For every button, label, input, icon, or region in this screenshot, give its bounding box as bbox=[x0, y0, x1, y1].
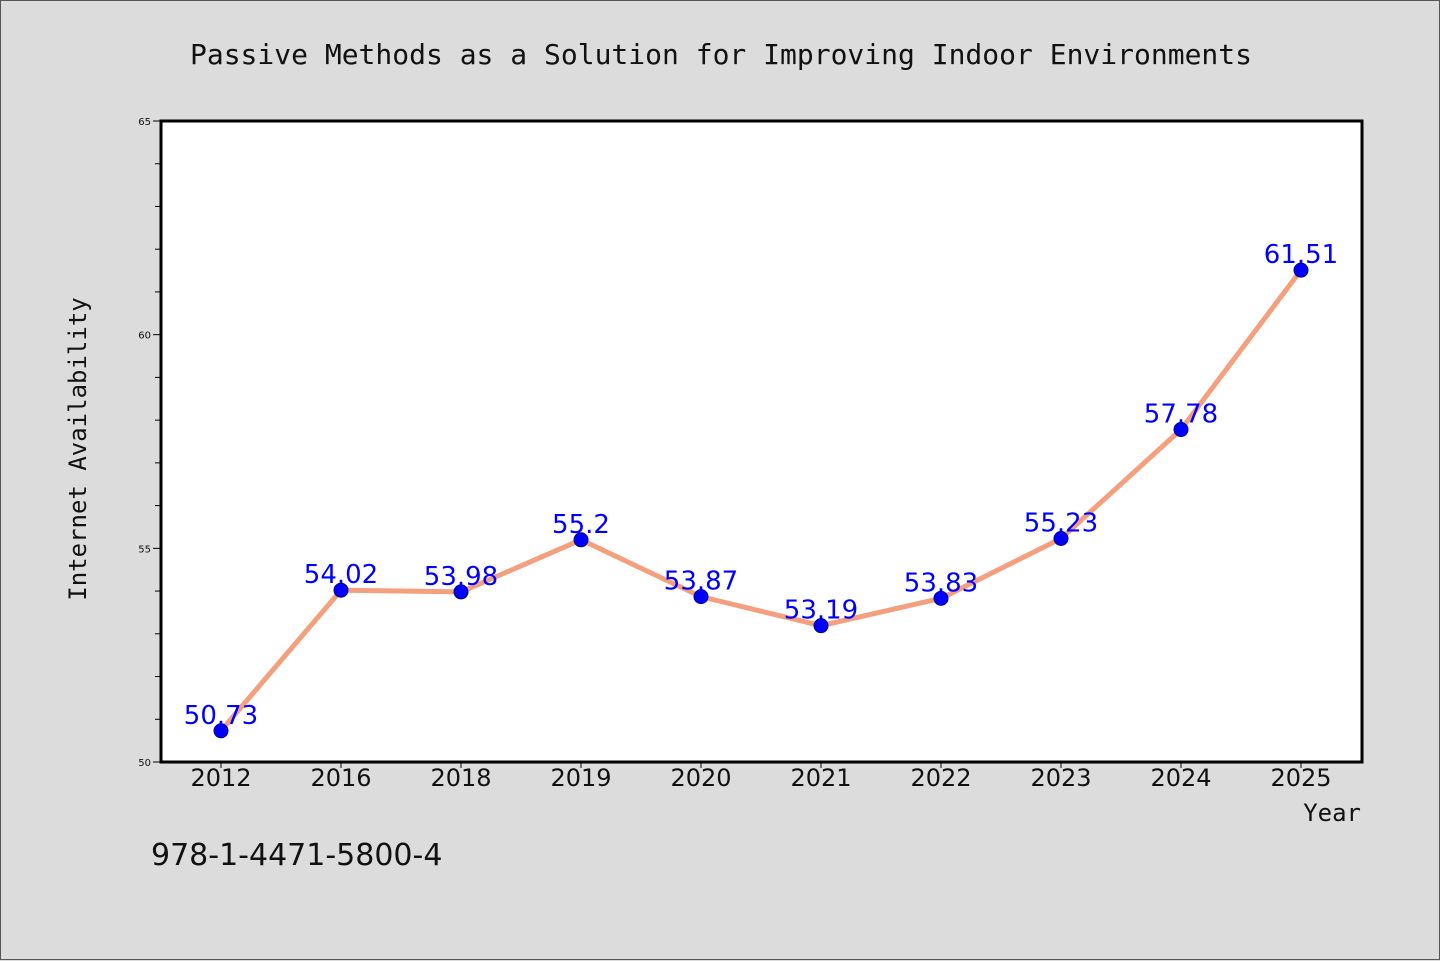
data-label: 53.19 bbox=[784, 596, 858, 626]
data-point bbox=[813, 618, 829, 634]
data-label: 50.73 bbox=[184, 701, 258, 731]
data-point bbox=[333, 582, 349, 598]
data-label: 55.23 bbox=[1024, 509, 1098, 539]
data-point bbox=[453, 584, 469, 600]
y-tick-label: 55 bbox=[138, 544, 151, 555]
plot-border bbox=[159, 119, 1364, 764]
y-tick-label: 50 bbox=[138, 758, 151, 769]
y-tick-label: 60 bbox=[138, 331, 151, 342]
data-point bbox=[1053, 531, 1069, 547]
data-label: 53.83 bbox=[904, 568, 978, 598]
data-point bbox=[693, 589, 709, 605]
footnote-isbn: 978-1-4471-5800-4 bbox=[151, 838, 442, 873]
data-label-layer: 50.73 54.02 53.98 55.2 53.87 53.19 53.83 55.23 5… bbox=[184, 240, 1338, 731]
data-point bbox=[1173, 422, 1189, 438]
data-point bbox=[933, 590, 949, 606]
series-line bbox=[218, 267, 1304, 734]
x-tick-label: 2023 bbox=[1030, 764, 1091, 792]
series-layer bbox=[213, 262, 1309, 739]
x-tick-label: 2019 bbox=[550, 764, 611, 792]
x-tick-label: 2012 bbox=[190, 764, 251, 792]
x-tick-label: 2022 bbox=[910, 764, 971, 792]
data-label: 57.78 bbox=[1144, 400, 1218, 430]
y-axis: 50 55 60 65 bbox=[138, 117, 161, 769]
x-tick-label: 2024 bbox=[1150, 764, 1211, 792]
data-label: 53.87 bbox=[664, 567, 738, 597]
data-label: 55.2 bbox=[552, 510, 610, 540]
x-tick-label: 2025 bbox=[1270, 764, 1331, 792]
x-tick-label: 2016 bbox=[310, 764, 371, 792]
data-label: 61.51 bbox=[1264, 240, 1338, 270]
plot-area bbox=[161, 121, 1362, 762]
y-axis-label: Internet Availability bbox=[64, 297, 92, 600]
x-axis: 2012 2016 2018 2019 2020 2021 2022 2023 2024 2025 bbox=[190, 762, 1332, 792]
x-axis-label: Year bbox=[1303, 799, 1361, 827]
x-tick-label: 2021 bbox=[790, 764, 851, 792]
data-label: 54.02 bbox=[304, 560, 378, 590]
y-tick-label: 65 bbox=[138, 117, 151, 128]
data-point bbox=[1293, 262, 1309, 278]
x-tick-label: 2020 bbox=[670, 764, 731, 792]
chart-title: Passive Methods as a Solution for Improv… bbox=[190, 38, 1252, 71]
data-point bbox=[213, 723, 229, 739]
data-label: 53.98 bbox=[424, 562, 498, 592]
data-point bbox=[573, 532, 589, 548]
x-tick-label: 2018 bbox=[430, 764, 491, 792]
